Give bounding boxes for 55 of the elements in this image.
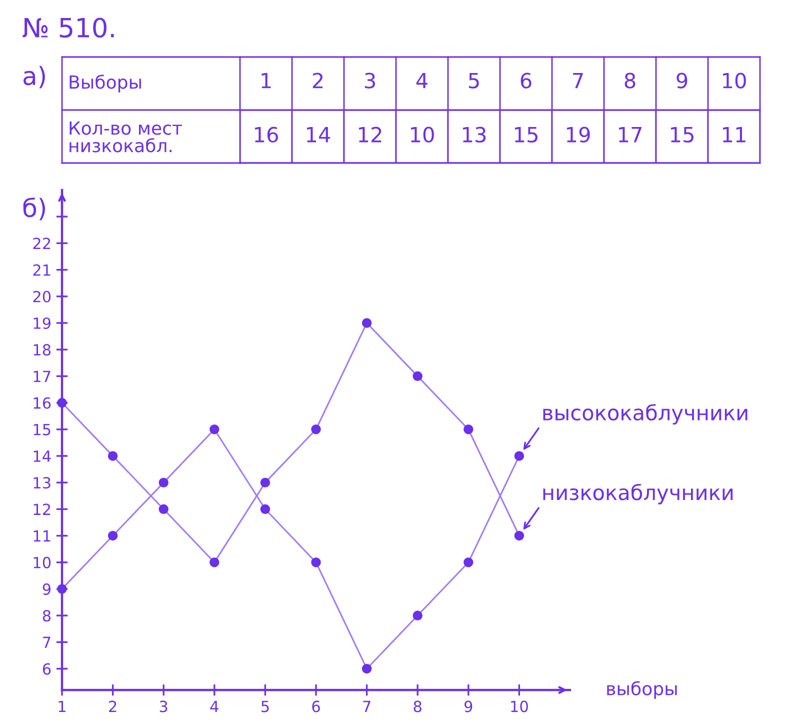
data-label: 13 — [463, 126, 486, 143]
x-tick-label: 10 — [511, 700, 528, 712]
y-tick-label: 22 — [33, 238, 50, 249]
x-axis-title: выборы — [607, 681, 677, 699]
data-label: 11 — [723, 127, 746, 142]
y-tick-label: 15 — [34, 424, 50, 436]
x-tick-label: 1 — [58, 700, 66, 712]
y-tick-label: 18 — [34, 344, 51, 356]
x-tick-label: 6 — [520, 72, 532, 88]
data-label: 15 — [515, 127, 538, 143]
x-tick-label: 10 — [723, 72, 746, 88]
x-tick-label: 7 — [573, 72, 583, 88]
x-tick-label: 2 — [312, 72, 323, 88]
y-tick-label: 6 — [42, 663, 51, 675]
x-tick-label: 9 — [676, 72, 688, 88]
text: б) — [23, 197, 46, 220]
text: а) — [24, 66, 45, 88]
x-tick-label: 1 — [262, 72, 271, 88]
y-tick-label: 20 — [33, 290, 51, 302]
x-axis-title: Выборы — [70, 74, 141, 92]
data-label: 15 — [671, 127, 694, 143]
data-label: 17 — [619, 127, 642, 142]
x-tick-label: 6 — [312, 700, 320, 712]
x-tick-label: 8 — [624, 72, 636, 88]
x-tick-label: 3 — [364, 72, 375, 88]
y-tick-label: 14 — [34, 450, 51, 462]
x-tick-label: 5 — [468, 72, 479, 88]
x-tick-label: 2 — [109, 700, 116, 712]
x-tick-label: 3 — [160, 700, 168, 712]
y-tick-label: 9 — [42, 583, 51, 595]
y-tick-label: 8 — [42, 610, 51, 622]
y-tick-label: 7 — [43, 636, 50, 648]
y-tick-label: 19 — [34, 317, 51, 329]
y-tick-label: 21 — [33, 264, 50, 276]
y-tick-label: 16 — [34, 397, 51, 409]
chart-title: № 510. — [22, 18, 114, 38]
data-label: 10 — [411, 126, 434, 143]
y-tick-label: 17 — [34, 370, 50, 382]
data-label: 14 — [307, 127, 330, 142]
series-label: высококаблучники — [543, 404, 748, 425]
x-tick-label: 9 — [464, 700, 472, 712]
x-tick-label: 5 — [262, 700, 269, 712]
x-tick-label: 7 — [363, 700, 370, 712]
data-label: 16 — [255, 126, 278, 143]
y-tick-label: 11 — [34, 530, 50, 542]
data-label: 12 — [359, 126, 382, 142]
data-label: 19 — [567, 126, 590, 143]
x-tick-label: 4 — [210, 700, 218, 712]
y-tick-label: 13 — [34, 477, 50, 489]
y-tick-label: 12 — [34, 504, 50, 515]
y-tick-label: 10 — [34, 556, 51, 568]
y-tick-label: Кол-во мест низкокабл. — [70, 121, 182, 152]
series-label: низкокаблучники — [543, 484, 733, 504]
x-tick-label: 8 — [414, 700, 422, 712]
x-tick-label: 4 — [416, 72, 428, 88]
